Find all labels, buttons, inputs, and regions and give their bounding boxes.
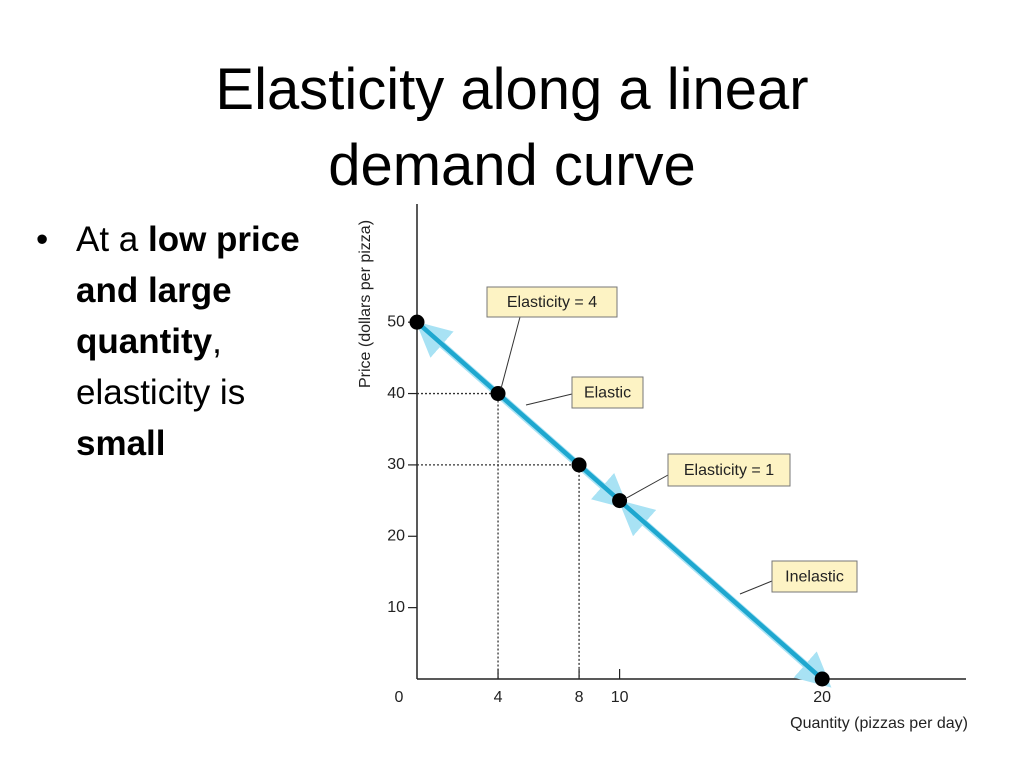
x-tick-label: 10 (611, 689, 629, 706)
x-tick-label: 8 (575, 689, 584, 706)
bullet-text: At a (76, 220, 148, 259)
bullet-text: , elasticity is (76, 322, 246, 412)
data-point (490, 386, 506, 402)
slide-title: Elasticity along a linear demand curve (0, 52, 1024, 204)
annotation-text: Inelastic (785, 569, 844, 586)
annotation-box (667, 453, 791, 487)
leader-line (525, 393, 573, 406)
data-point (409, 314, 425, 330)
annotation-text: Elasticity = 1 (684, 462, 774, 479)
guide-line (417, 392, 499, 679)
x-tick-label: 4 (494, 689, 503, 706)
y-tick-label: 20 (387, 527, 405, 544)
bullet-text: small (76, 424, 166, 463)
leader-line (625, 474, 669, 500)
data-point (612, 493, 628, 509)
x-tick-label: 0 (395, 689, 404, 706)
annotation-text: Elastic (584, 385, 631, 402)
leader-line (739, 580, 773, 595)
y-tick-label: 40 (387, 385, 405, 402)
y-tick-label: 50 (387, 313, 405, 330)
data-point (814, 671, 830, 687)
y-tick-label: 10 (387, 599, 405, 616)
data-point (571, 457, 587, 473)
x-tick-label: 20 (813, 689, 831, 706)
bullet-text: low price and large quantity (76, 220, 300, 361)
x-axis-label: Quantity (pizzas per day) (790, 715, 968, 732)
annotation-box (571, 376, 644, 409)
y-tick-label: 30 (387, 456, 405, 473)
title-line: demand curve (328, 133, 696, 198)
title-line: Elasticity along a linear (215, 57, 809, 122)
annotation-box (486, 286, 618, 318)
annotation-text: Elasticity = 4 (507, 294, 597, 311)
leader-line (500, 316, 521, 389)
guide-line (417, 464, 580, 679)
bullet-point: At a low price and large quantity, elast… (34, 214, 304, 469)
annotation-box (771, 560, 858, 593)
y-axis-label: Price (dollars per pizza) (357, 220, 374, 388)
